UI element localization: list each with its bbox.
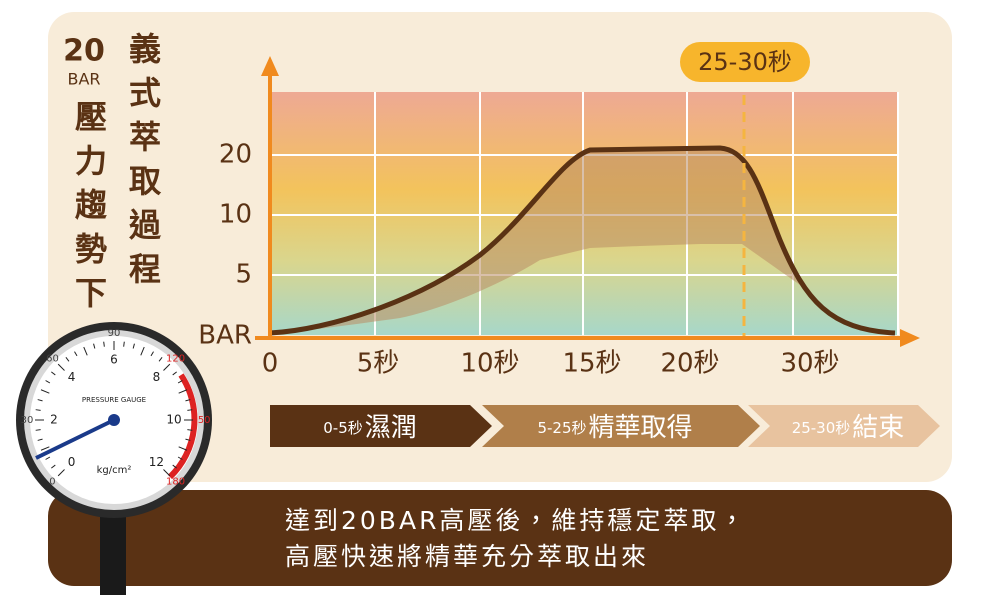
x-label: 5秒: [357, 349, 400, 379]
gauge-inner-label: 6: [110, 353, 118, 367]
gauge-tick: [178, 446, 188, 451]
gauge-tick: [40, 446, 50, 451]
stage-label: 精華取得: [589, 413, 693, 443]
gauge-inner-label: 2: [50, 413, 58, 427]
gauge-tick: [163, 363, 171, 371]
gauge-tick: [45, 456, 51, 460]
gauge-tick: [40, 389, 50, 394]
gauge-outer-label: 30: [21, 415, 34, 426]
gauge-inner-label: 4: [68, 370, 76, 384]
gauge-tick: [83, 346, 88, 356]
stage-time: 0-5秒: [323, 419, 363, 437]
gauge: 0 30 60 90 120 150 180 0 2 4 6 8 10 12 PRESSURE GAUGE k…: [16, 322, 212, 595]
y-label: 10: [219, 200, 252, 230]
stage-arrow: [482, 405, 760, 447]
title-column: 義式萃取過程: [124, 32, 162, 296]
gauge-tick: [103, 341, 105, 347]
gauge-outer-label: 150: [191, 415, 210, 426]
gauge-inner-label: 12: [149, 455, 164, 469]
title-column: 壓力趨勢下: [70, 100, 108, 320]
gauge-tick: [45, 380, 51, 384]
gauge-hub: [108, 414, 120, 426]
badge: [680, 42, 810, 82]
stage-label: 結束: [852, 413, 904, 443]
gauge-tick: [132, 343, 135, 349]
y-label: 20: [219, 140, 252, 170]
gauge-tick: [93, 343, 96, 349]
gauge-tick: [187, 409, 193, 411]
y-label: BAR: [198, 321, 252, 351]
gauge-inner-label: 10: [166, 413, 181, 427]
gauge-tick: [172, 464, 177, 469]
gauge-unit: kg/cm²: [97, 465, 132, 476]
gauge-tick: [74, 351, 78, 357]
gauge-tick: [57, 469, 65, 477]
gauge-tick: [35, 409, 41, 411]
pressure-curve: [269, 145, 896, 336]
gauge-tick: [51, 464, 56, 469]
caption-line: 高壓快速將精華充分萃取出來: [285, 542, 649, 571]
gauge-tick: [172, 371, 177, 376]
gauge-tick: [57, 363, 65, 371]
gauge-outer-label: 0: [49, 477, 55, 488]
gauge-outer-label: 60: [46, 353, 59, 364]
badge-text: 25-30秒: [698, 48, 792, 76]
gauge-tick: [178, 389, 188, 394]
y-label: 5: [235, 260, 252, 290]
gauge-tick: [51, 371, 56, 376]
x-label: 10秒: [460, 349, 519, 379]
pressure-unit: BAR: [67, 70, 100, 89]
gauge-outer-label: 120: [166, 353, 185, 364]
gauge-inner-label: 0: [68, 455, 76, 469]
stage-arrow: [270, 405, 492, 447]
stage-label: 濕潤: [365, 413, 417, 443]
caption-line: 達到20BAR高壓後，維持穩定萃取，: [285, 506, 747, 535]
gauge-tick: [37, 438, 43, 441]
gauge-outer-label: 90: [108, 328, 121, 339]
gauge-tick: [158, 357, 163, 362]
gauge-tick: [185, 399, 191, 402]
gauge-inner-label: 8: [153, 370, 161, 384]
stage-time: 25-30秒: [792, 419, 851, 437]
axes: [255, 56, 920, 347]
gauge-tick: [177, 380, 183, 384]
stage-text: 5-25秒精華取得: [537, 413, 692, 443]
gauge-tick: [150, 351, 154, 357]
stage-arrow: [748, 405, 940, 447]
caption-bar: [48, 490, 952, 586]
gauge-outer-label: 180: [166, 477, 185, 488]
gauge-tick: [163, 469, 171, 477]
stage-text: 0-5秒濕潤: [323, 413, 417, 443]
gauge-needle: [35, 418, 115, 460]
gauge-tick: [187, 429, 193, 431]
stage-text: 25-30秒結束: [792, 413, 905, 443]
y-arrow: [261, 56, 279, 76]
x-label: 15秒: [562, 349, 621, 379]
gauge-tick: [177, 456, 183, 460]
x-label: 30秒: [780, 349, 839, 379]
gauge-tick: [37, 399, 43, 402]
extraction-area: [270, 148, 800, 333]
gauge-tick: [140, 346, 145, 356]
x-label: 0: [262, 349, 279, 379]
x-arrow: [900, 329, 920, 347]
gauge-tick: [35, 429, 41, 431]
gauge-tick: [65, 357, 70, 362]
x-label: 20秒: [660, 349, 719, 379]
gauge-redline: [167, 373, 198, 480]
stage-time: 5-25秒: [537, 419, 586, 437]
gauge-tick: [123, 341, 125, 347]
pressure-number: 20: [63, 34, 105, 69]
gauge-tick: [185, 438, 191, 441]
gauge-name: PRESSURE GAUGE: [82, 396, 146, 404]
